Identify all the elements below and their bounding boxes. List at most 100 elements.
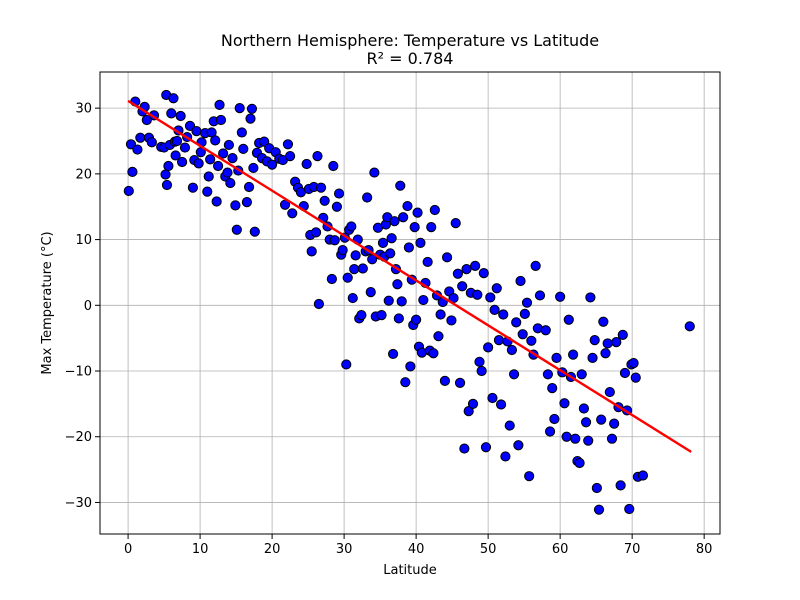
data-point <box>191 126 202 137</box>
data-point <box>596 414 607 425</box>
data-point <box>203 171 214 182</box>
data-point <box>576 369 587 380</box>
data-point <box>619 367 631 379</box>
data-point <box>591 482 602 494</box>
data-point <box>342 272 353 283</box>
data-point <box>210 135 221 146</box>
x-tick-label: 50 <box>480 542 497 557</box>
data-point <box>227 152 238 164</box>
data-point <box>310 227 322 238</box>
data-point <box>135 132 146 143</box>
data-point <box>285 151 296 162</box>
data-point <box>246 103 258 114</box>
data-point <box>506 344 517 356</box>
data-point <box>418 294 429 306</box>
data-point <box>441 252 453 263</box>
data-point <box>306 246 317 257</box>
data-point <box>483 342 494 353</box>
data-point <box>123 185 134 197</box>
data-point <box>551 352 562 363</box>
data-point <box>519 308 530 319</box>
axis-ticks: 0 10 20 30 40 50 60 70 80 −30 −20 −10 0 10 20 30 <box>65 102 713 557</box>
x-tick-label: 20 <box>264 542 281 557</box>
data-point <box>387 348 399 360</box>
chart-title: Northern Hemisphere: Temperature vs Lati… <box>221 31 599 50</box>
y-tick-label: 30 <box>75 102 92 117</box>
data-point <box>385 248 396 259</box>
data-point <box>141 114 152 126</box>
data-point <box>376 310 387 321</box>
data-point <box>202 186 213 197</box>
data-point <box>287 208 298 219</box>
data-point <box>580 417 592 428</box>
data-point <box>637 470 649 481</box>
x-tick-label: 60 <box>552 542 569 557</box>
data-point <box>540 325 551 336</box>
data-point <box>628 358 639 369</box>
data-point <box>589 335 600 346</box>
data-point <box>593 504 605 515</box>
data-point <box>243 181 255 193</box>
data-point <box>313 298 325 310</box>
data-point <box>193 158 204 169</box>
data-point <box>429 204 440 216</box>
y-tick-label: 10 <box>75 233 92 248</box>
data-point <box>328 160 339 172</box>
data-point <box>282 139 294 150</box>
data-point <box>454 377 466 388</box>
data-point <box>470 260 481 271</box>
data-point <box>446 315 457 326</box>
data-point <box>125 139 137 150</box>
data-point <box>168 93 179 104</box>
data-point <box>337 244 348 256</box>
data-point <box>415 237 426 248</box>
data-point <box>187 182 198 193</box>
data-point <box>491 283 502 294</box>
data-point <box>211 196 222 207</box>
data-point <box>489 304 500 316</box>
data-point <box>474 356 485 367</box>
y-axis-label: Max Temperature (°C) <box>40 231 55 374</box>
y-tick-label: −20 <box>65 430 92 445</box>
data-point <box>234 103 245 114</box>
data-point <box>171 135 183 147</box>
data-point <box>549 413 560 425</box>
data-point <box>611 337 622 348</box>
data-point <box>559 398 570 409</box>
data-point <box>511 317 522 328</box>
data-point <box>176 156 188 168</box>
data-point <box>405 361 416 372</box>
data-point <box>439 375 451 386</box>
data-point <box>329 235 340 246</box>
data-point <box>223 139 234 151</box>
data-point <box>267 159 278 170</box>
data-point <box>585 292 596 303</box>
data-point <box>386 233 397 244</box>
data-point <box>225 177 236 189</box>
data-point <box>396 296 407 307</box>
data-point <box>600 348 611 359</box>
data-point <box>301 158 312 170</box>
x-axis-label: Latitude <box>383 563 437 578</box>
data-point <box>349 264 360 275</box>
data-point <box>205 154 216 165</box>
data-point <box>400 377 411 388</box>
data-point <box>617 329 628 340</box>
data-point <box>485 292 496 303</box>
data-point <box>333 188 345 199</box>
regression-line <box>127 99 692 453</box>
data-point <box>630 372 641 383</box>
data-point <box>570 433 581 444</box>
data-point <box>238 143 249 154</box>
data-point <box>435 309 446 320</box>
data-point <box>598 316 609 327</box>
data-point <box>555 291 566 302</box>
x-tick-label: 70 <box>624 542 641 557</box>
data-point <box>214 99 225 110</box>
data-point <box>331 201 343 212</box>
data-point <box>574 457 585 469</box>
data-point <box>472 289 483 300</box>
data-point <box>461 264 472 275</box>
data-point <box>409 221 420 233</box>
data-point <box>498 309 509 320</box>
